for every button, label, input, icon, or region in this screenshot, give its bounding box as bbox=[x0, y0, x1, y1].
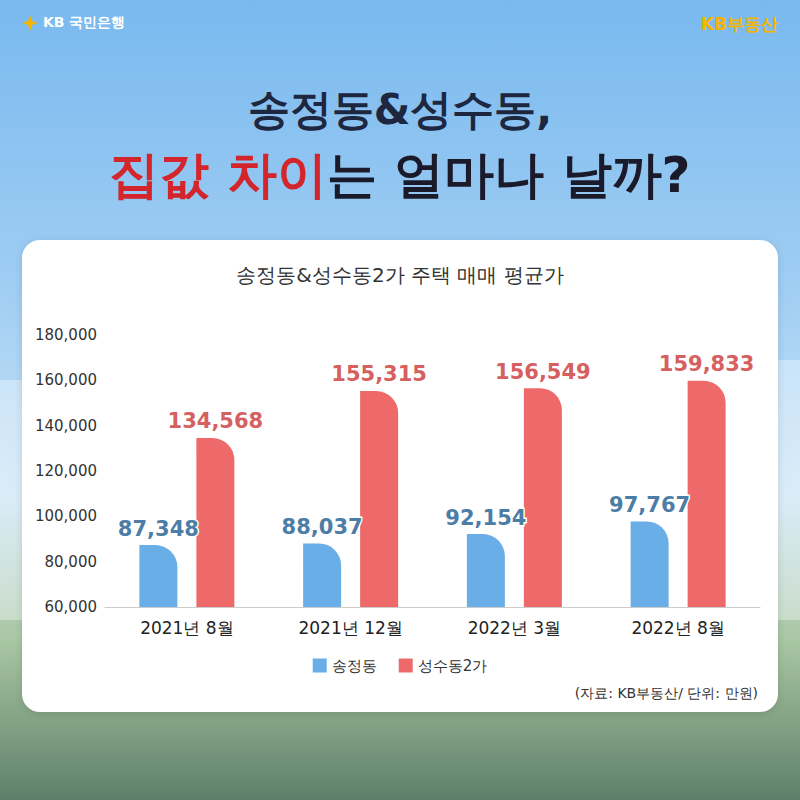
svg-text:92,154: 92,154 bbox=[445, 506, 526, 530]
svg-text:성수동2가: 성수동2가 bbox=[418, 657, 488, 675]
svg-text:120,000: 120,000 bbox=[35, 462, 97, 480]
svg-text:156,549: 156,549 bbox=[495, 360, 591, 384]
html-text:송정동&성수동,: 송정동&성수동, bbox=[247, 85, 553, 134]
svg-text:100,000: 100,000 bbox=[35, 507, 97, 525]
svg-text:2021년 8월: 2021년 8월 bbox=[140, 618, 233, 638]
svg-text:송정동&성수동2가 주택 매매 평균가: 송정동&성수동2가 주택 매매 평균가 bbox=[236, 263, 563, 287]
svg-text:180,000: 180,000 bbox=[35, 326, 97, 344]
svg-text:(자료: KB부동산/ 단위: 만원): (자료: KB부동산/ 단위: 만원) bbox=[575, 685, 758, 701]
html-text:KB부동산: KB부동산 bbox=[700, 14, 778, 34]
svg-text:140,000: 140,000 bbox=[35, 417, 97, 435]
svg-text:2022년 8월: 2022년 8월 bbox=[631, 618, 724, 638]
svg-text:송정동: 송정동 bbox=[332, 657, 377, 675]
svg-text:2022년 3월: 2022년 3월 bbox=[468, 618, 561, 638]
svg-text:155,315: 155,315 bbox=[331, 362, 427, 386]
svg-text:160,000: 160,000 bbox=[35, 371, 97, 389]
svg-text:60,000: 60,000 bbox=[45, 598, 98, 616]
svg-text:97,767: 97,767 bbox=[609, 493, 690, 517]
svg-text:87,348: 87,348 bbox=[118, 517, 199, 541]
svg-text:2021년 12월: 2021년 12월 bbox=[298, 618, 402, 638]
svg-text:134,568: 134,568 bbox=[168, 409, 264, 433]
svg-text:80,000: 80,000 bbox=[45, 553, 98, 571]
html-text:KB 국민은행: KB 국민은행 bbox=[43, 14, 126, 30]
svg-text:159,833: 159,833 bbox=[659, 352, 755, 376]
html-text:집값 차이는 얼마나 날까?: 집값 차이는 얼마나 날까? bbox=[109, 146, 691, 204]
svg-text:88,037: 88,037 bbox=[282, 515, 363, 539]
